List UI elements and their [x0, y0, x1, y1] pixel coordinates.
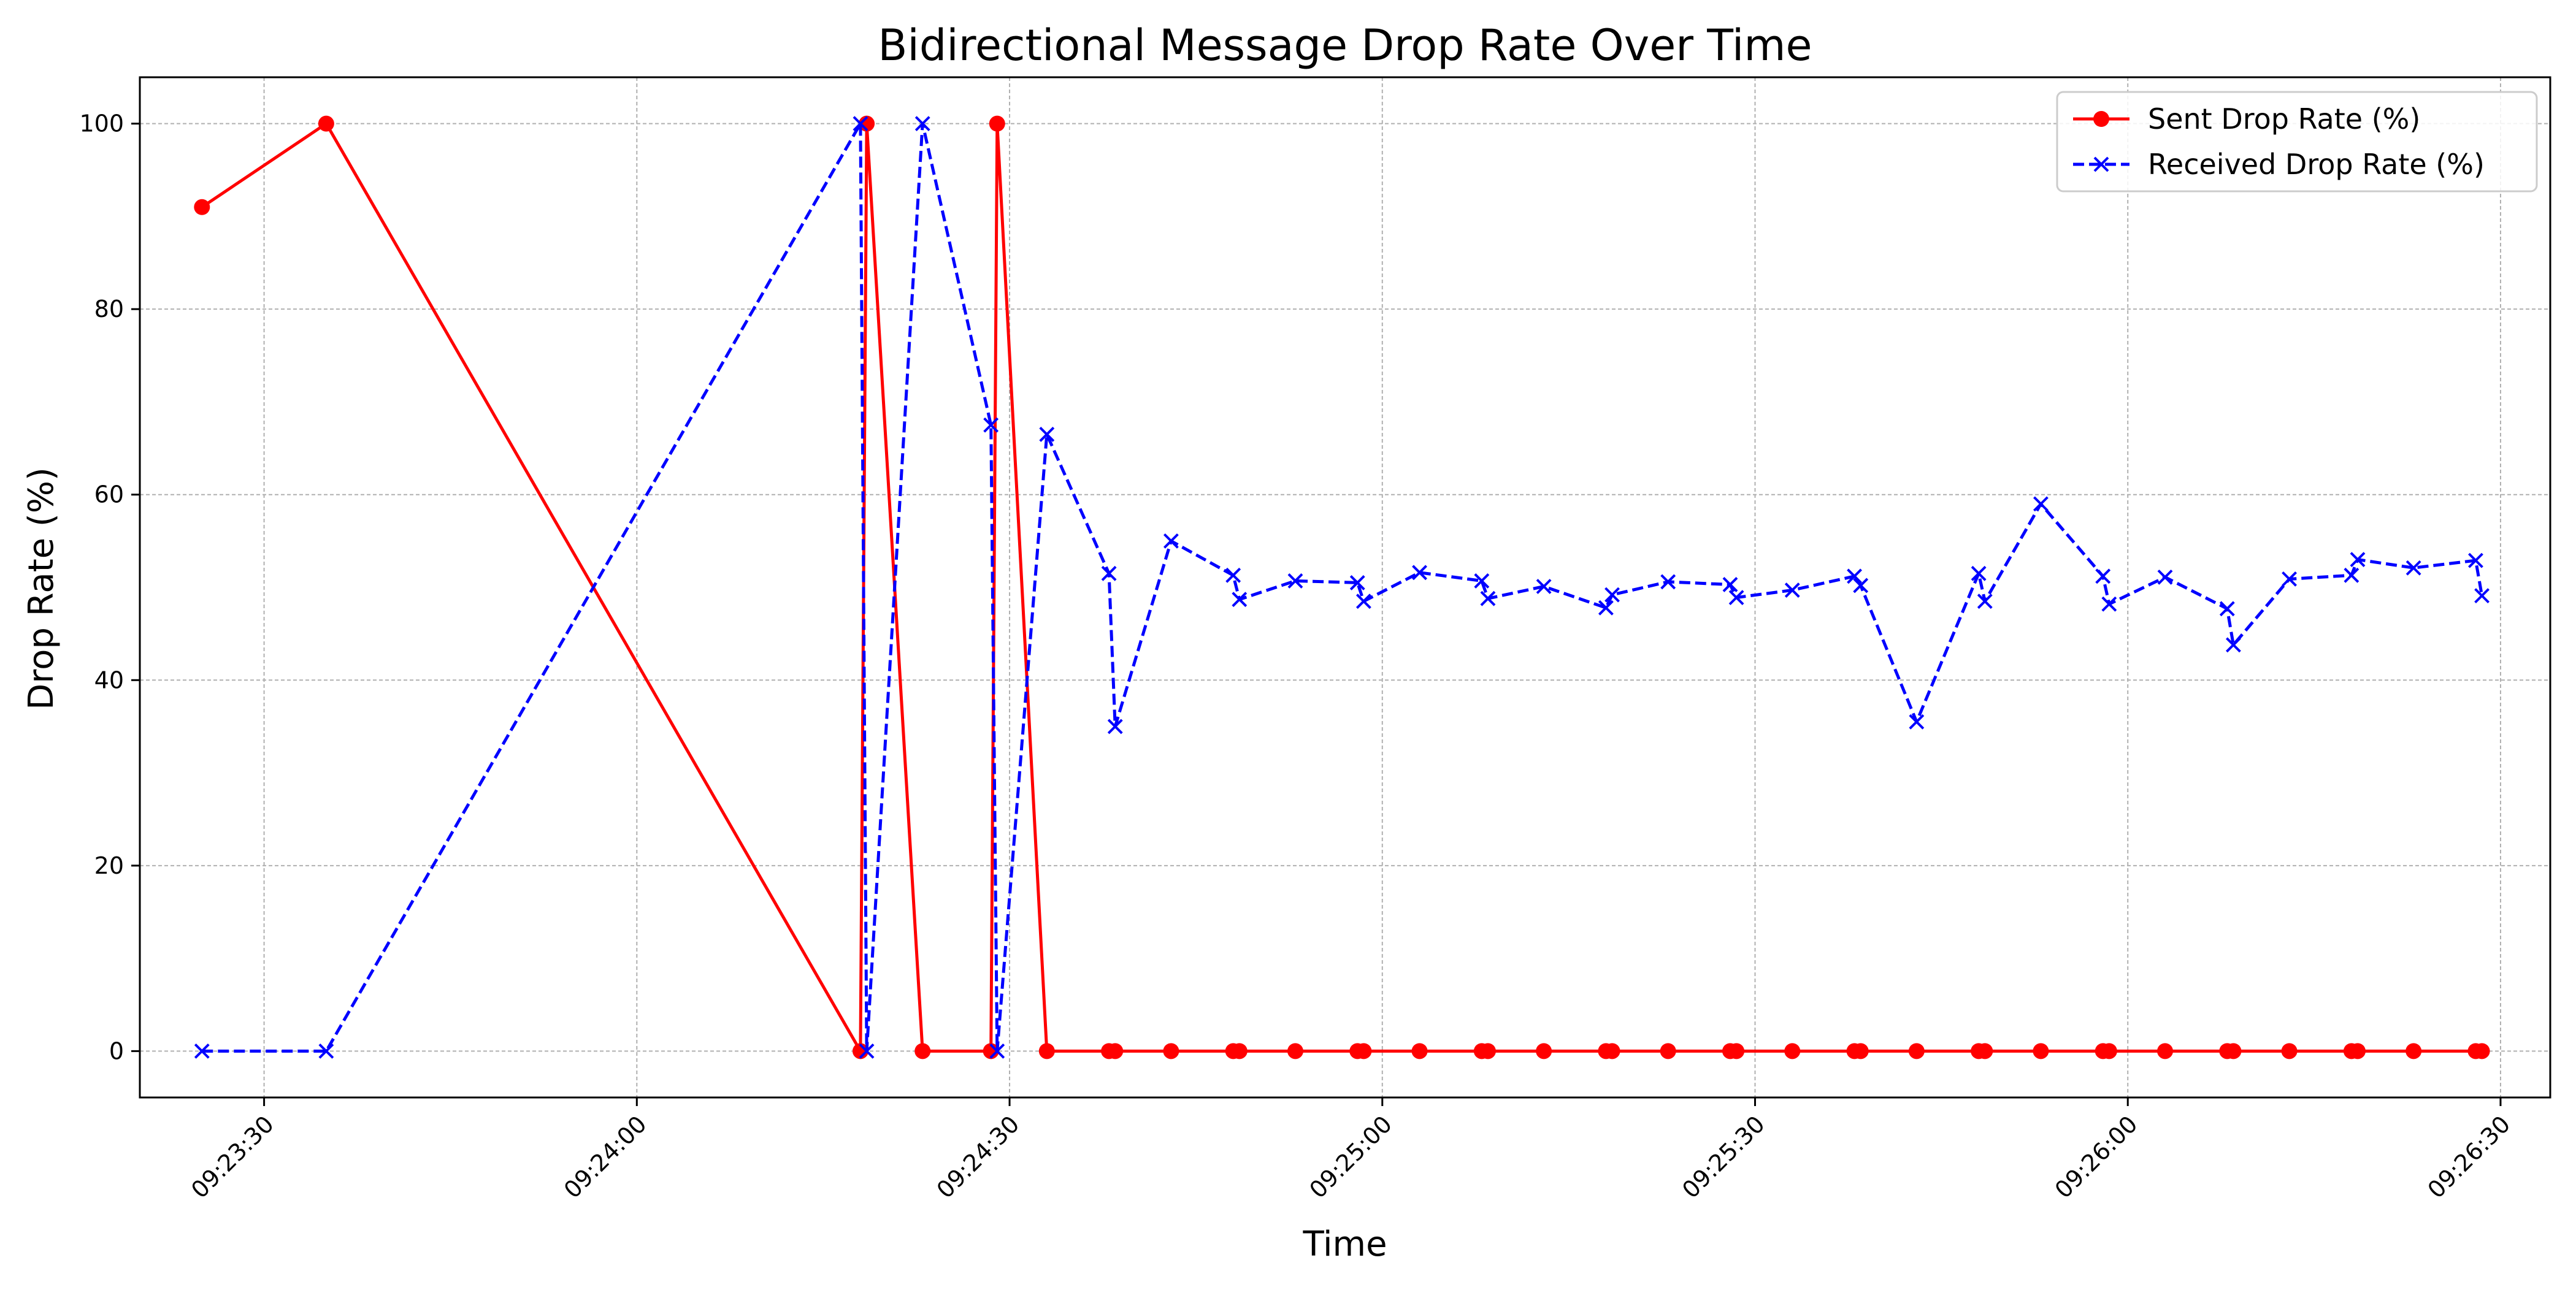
- data-point-marker: [1722, 577, 1738, 592]
- legend-label: Received Drop Rate (%): [2148, 148, 2485, 181]
- y-tick-label: 40: [94, 666, 124, 693]
- legend-item: Sent Drop Rate (%): [2073, 102, 2420, 135]
- data-point-marker: [1977, 593, 1993, 609]
- data-point-marker: [194, 199, 210, 215]
- data-point-marker: [1287, 573, 1303, 589]
- data-point-marker: [2219, 601, 2235, 617]
- y-tick-label: 20: [94, 852, 124, 879]
- series-layer: [194, 115, 2490, 1059]
- data-point-marker: [1039, 426, 1055, 442]
- data-point-marker: [1411, 1043, 1428, 1059]
- legend-box: [2056, 91, 2538, 193]
- data-point-marker: [1287, 1043, 1303, 1059]
- data-point-marker: [1598, 600, 1614, 616]
- data-point-marker: [1107, 719, 1123, 735]
- data-point-marker: [1225, 567, 1241, 583]
- data-point-marker: [2157, 1043, 2174, 1059]
- data-point-marker: [2282, 571, 2298, 587]
- data-point-marker: [2405, 560, 2421, 576]
- y-tick-label: 100: [79, 110, 124, 137]
- data-point-marker: [1908, 1043, 1925, 1059]
- data-point-marker: [1101, 565, 1117, 581]
- data-point-marker: [318, 115, 334, 132]
- data-point-marker: [2033, 1043, 2049, 1059]
- data-point-marker: [914, 116, 930, 132]
- data-point-marker: [2468, 552, 2483, 568]
- legend-item: Received Drop Rate (%): [2073, 148, 2485, 181]
- data-point-marker: [2350, 1043, 2366, 1059]
- legend: Sent Drop Rate (%) Received Drop Rate (%): [2056, 91, 2538, 193]
- data-point-marker: [1038, 1043, 1055, 1059]
- data-point-marker: [1232, 592, 1248, 608]
- legend-label: Sent Drop Rate (%): [2148, 102, 2420, 135]
- data-point-marker: [1163, 533, 1179, 549]
- data-point-marker: [1909, 714, 1925, 730]
- y-tick-label: 60: [94, 481, 124, 508]
- data-point-marker: [1853, 578, 1869, 593]
- legend-marker: [2093, 111, 2109, 127]
- data-point-marker: [2101, 596, 2117, 612]
- data-point-marker: [2281, 1043, 2298, 1059]
- data-point-marker: [1784, 582, 1800, 598]
- data-point-marker: [2474, 1043, 2490, 1059]
- data-point-marker: [2157, 569, 2173, 585]
- data-point-marker: [1784, 1043, 1801, 1059]
- data-point-marker: [2225, 1043, 2242, 1059]
- data-point-marker: [2344, 567, 2359, 583]
- data-point-marker: [859, 1043, 875, 1059]
- chart-title: Bidirectional Message Drop Rate Over Tim…: [878, 20, 1812, 71]
- data-point-marker: [1604, 1043, 1620, 1059]
- data-point-marker: [859, 115, 875, 132]
- data-point-marker: [914, 1043, 931, 1059]
- data-point-marker: [2350, 552, 2366, 568]
- data-point-marker: [1604, 587, 1620, 603]
- data-point-marker: [2474, 588, 2490, 604]
- data-point-marker: [1847, 568, 1862, 584]
- series-received-drop-rate: [194, 116, 2490, 1059]
- data-point-marker: [1163, 1043, 1179, 1059]
- legend-marker: [2093, 156, 2109, 172]
- series-sent-drop-rate: [194, 115, 2490, 1059]
- data-point-marker: [1349, 575, 1365, 590]
- data-point-marker: [989, 115, 1005, 132]
- data-point-marker: [1660, 574, 1676, 590]
- data-point-marker: [1412, 565, 1427, 581]
- data-point-marker: [852, 1043, 868, 1059]
- data-point-marker: [1480, 590, 1496, 606]
- data-point-marker: [1107, 1043, 1124, 1059]
- data-point-marker: [194, 1043, 210, 1059]
- x-axis-label: Time: [1302, 1224, 1387, 1264]
- data-point-marker: [983, 417, 999, 433]
- plot-frame: [139, 76, 2551, 1099]
- data-point-marker: [2226, 637, 2241, 653]
- data-point-marker: [1971, 565, 1987, 581]
- data-point-marker: [1231, 1043, 1248, 1059]
- data-point-marker: [983, 1043, 999, 1059]
- data-point-marker: [2405, 1043, 2422, 1059]
- data-point-marker: [1660, 1043, 1676, 1059]
- data-point-marker: [1355, 1043, 1372, 1059]
- data-point-marker: [2101, 1043, 2117, 1059]
- y-tick-label: 0: [109, 1037, 124, 1064]
- data-point-marker: [1474, 573, 1490, 589]
- data-point-marker: [2095, 568, 2111, 584]
- data-point-marker: [2033, 496, 2049, 512]
- data-point-marker: [1536, 1043, 1552, 1059]
- y-axis-label: Drop Rate (%): [21, 467, 61, 710]
- data-point-marker: [1852, 1043, 1869, 1059]
- data-point-marker: [1728, 590, 1744, 606]
- data-point-marker: [989, 1043, 1005, 1059]
- data-point-marker: [1728, 1043, 1745, 1059]
- data-point-marker: [1355, 593, 1371, 609]
- y-tick-label: 80: [94, 296, 124, 322]
- data-point-marker: [1977, 1043, 1993, 1059]
- data-point-marker: [1479, 1043, 1496, 1059]
- data-point-marker: [318, 1043, 334, 1059]
- data-point-marker: [853, 116, 868, 132]
- data-point-marker: [1536, 579, 1552, 594]
